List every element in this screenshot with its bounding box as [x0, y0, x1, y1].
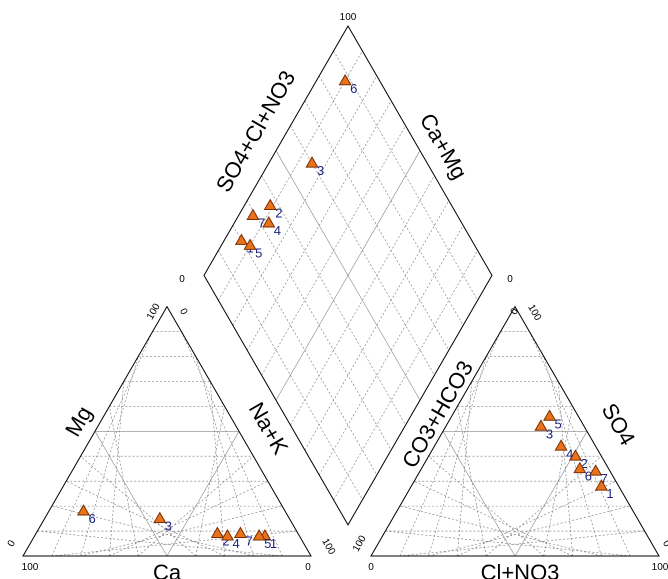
axis-title-mg: Mg [60, 402, 97, 441]
anion-point-label-6: 6 [585, 469, 592, 484]
diamond-point-marker-6 [339, 75, 350, 85]
axis-title-nak: Na+K [244, 398, 294, 459]
tick-anion-bl-zero: 0 [368, 562, 374, 573]
anion-point-label-3: 3 [546, 426, 553, 441]
cation-point-label-4: 4 [232, 536, 239, 551]
anion-point-marker-5 [544, 410, 555, 420]
diamond-point-marker-2 [265, 200, 276, 210]
diamond-point-marker-7 [247, 210, 258, 220]
diamond-point-label-2: 2 [275, 206, 282, 221]
tick-anion-apex: 100 [525, 303, 543, 323]
cation-point-label-5: 5 [264, 536, 271, 551]
tick-diamond-top: 100 [340, 12, 357, 23]
anion-point-label-4: 4 [566, 446, 573, 461]
diamond-point-label-4: 4 [274, 223, 281, 238]
axis-title-ca: Ca [153, 560, 182, 579]
tick-cation-br-hundred: 100 [319, 537, 337, 557]
cation-point-marker-2 [212, 528, 223, 538]
anion-point-label-1: 1 [606, 486, 613, 501]
anion-point-label-7: 7 [601, 471, 608, 486]
axis-title-camg: Ca+Mg [415, 109, 472, 183]
anion-point-label-5: 5 [555, 416, 562, 431]
tick-cation-apex-zero: 0 [177, 307, 190, 318]
tick-anion-apex-zero: 0 [509, 306, 522, 317]
cation-point-marker-7 [235, 528, 246, 538]
cation-point-label-3: 3 [165, 519, 172, 534]
tick-anion-bl-hundred: 100 [351, 533, 369, 553]
tick-anion-br-zero: 0 [660, 539, 668, 550]
anion-point-marker-3 [535, 420, 546, 430]
anion-grid-l-5 [443, 431, 515, 556]
diamond-point-label-6: 6 [350, 81, 357, 96]
cation-point-label-6: 6 [88, 511, 95, 526]
tick-anion-br-hundred: 100 [652, 562, 668, 573]
tick-diamond-right: 0 [507, 274, 513, 285]
tick-cation-bl-zero: 0 [6, 538, 19, 549]
tick-cation-bl-hundred: 100 [22, 562, 39, 573]
tick-cation-br-zero: 0 [305, 562, 311, 573]
grid-layer [37, 51, 644, 556]
diamond-point-label-7: 7 [258, 216, 265, 231]
axis-title-clno3: Cl+NO3 [481, 560, 560, 579]
cation-grid-l-5 [95, 431, 167, 556]
diamond-point-label-3: 3 [317, 163, 324, 178]
diamond-point-marker-1 [236, 234, 247, 244]
cation-point-marker-3 [154, 513, 165, 523]
axis-title-so4: SO4 [597, 399, 641, 450]
diamond-point-label-5: 5 [255, 245, 262, 260]
tick-diamond-left: 0 [179, 274, 185, 285]
cation-point-marker-6 [78, 505, 89, 515]
diamond-point-marker-3 [306, 157, 317, 167]
cation-point-label-7: 7 [245, 534, 252, 549]
frame-layer [23, 26, 659, 556]
